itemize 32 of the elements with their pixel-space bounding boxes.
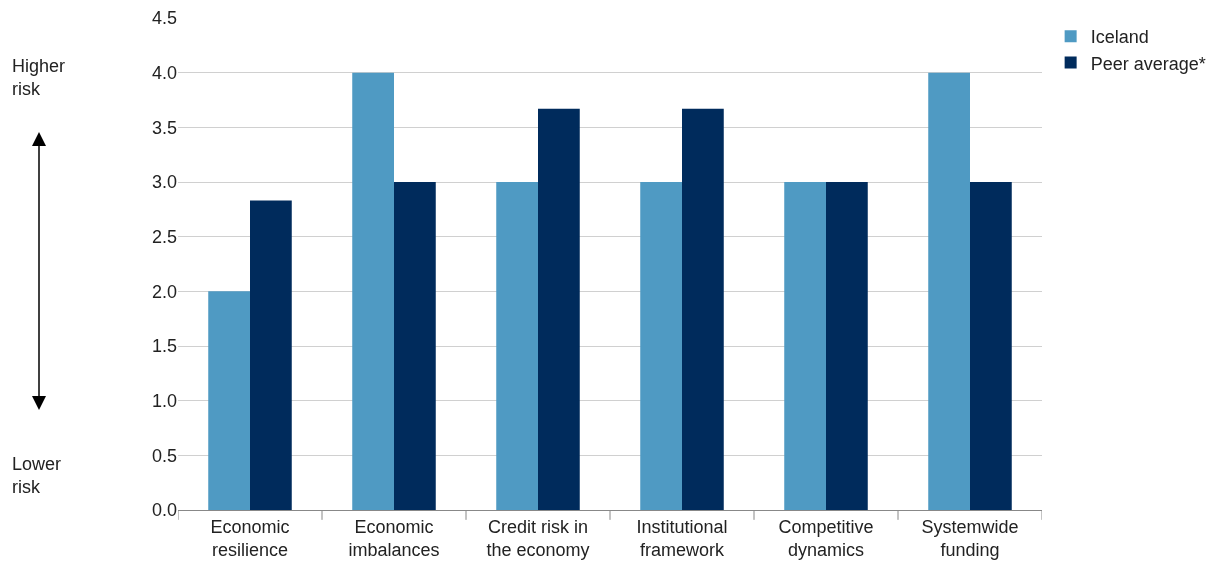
x-tick-label: Economic imbalances — [348, 516, 440, 560]
text: Lower risk — [12, 454, 62, 498]
y-tick-label: 4.0 — [151, 62, 177, 83]
bar — [394, 182, 436, 510]
bar — [826, 182, 868, 510]
y-tick-label: 3.0 — [151, 172, 177, 193]
y-tick-label: 2.0 — [151, 281, 177, 302]
bar — [538, 108, 580, 510]
legend-label: Iceland — [1090, 27, 1149, 48]
x-tick-label: Competitive dynamics — [778, 516, 874, 560]
bar — [928, 72, 970, 510]
bar — [352, 72, 394, 510]
bar — [970, 182, 1012, 510]
y-tick-label: 2.5 — [151, 226, 177, 247]
bar — [496, 182, 538, 510]
legend-label: Peer average* — [1090, 53, 1206, 74]
bar — [682, 108, 724, 510]
text: Higher risk — [12, 56, 66, 100]
y-tick-label: 3.5 — [151, 117, 177, 138]
y-tick-label: 0.0 — [151, 500, 177, 521]
x-tick-label: Credit risk in the economy — [486, 516, 590, 560]
x-tick-label: Economic resilience — [210, 516, 290, 560]
y-tick-label: 1.0 — [151, 390, 177, 411]
bar — [640, 182, 682, 510]
bar — [250, 200, 292, 510]
x-tick-label: Systemwide funding — [921, 516, 1019, 560]
y-tick-label: 1.5 — [151, 336, 177, 357]
bar — [784, 182, 826, 510]
y-tick-label: 4.5 — [151, 8, 177, 29]
x-tick-label: Institutional framework — [636, 516, 728, 560]
y-tick-label: 0.5 — [151, 445, 177, 466]
bar — [208, 291, 250, 510]
